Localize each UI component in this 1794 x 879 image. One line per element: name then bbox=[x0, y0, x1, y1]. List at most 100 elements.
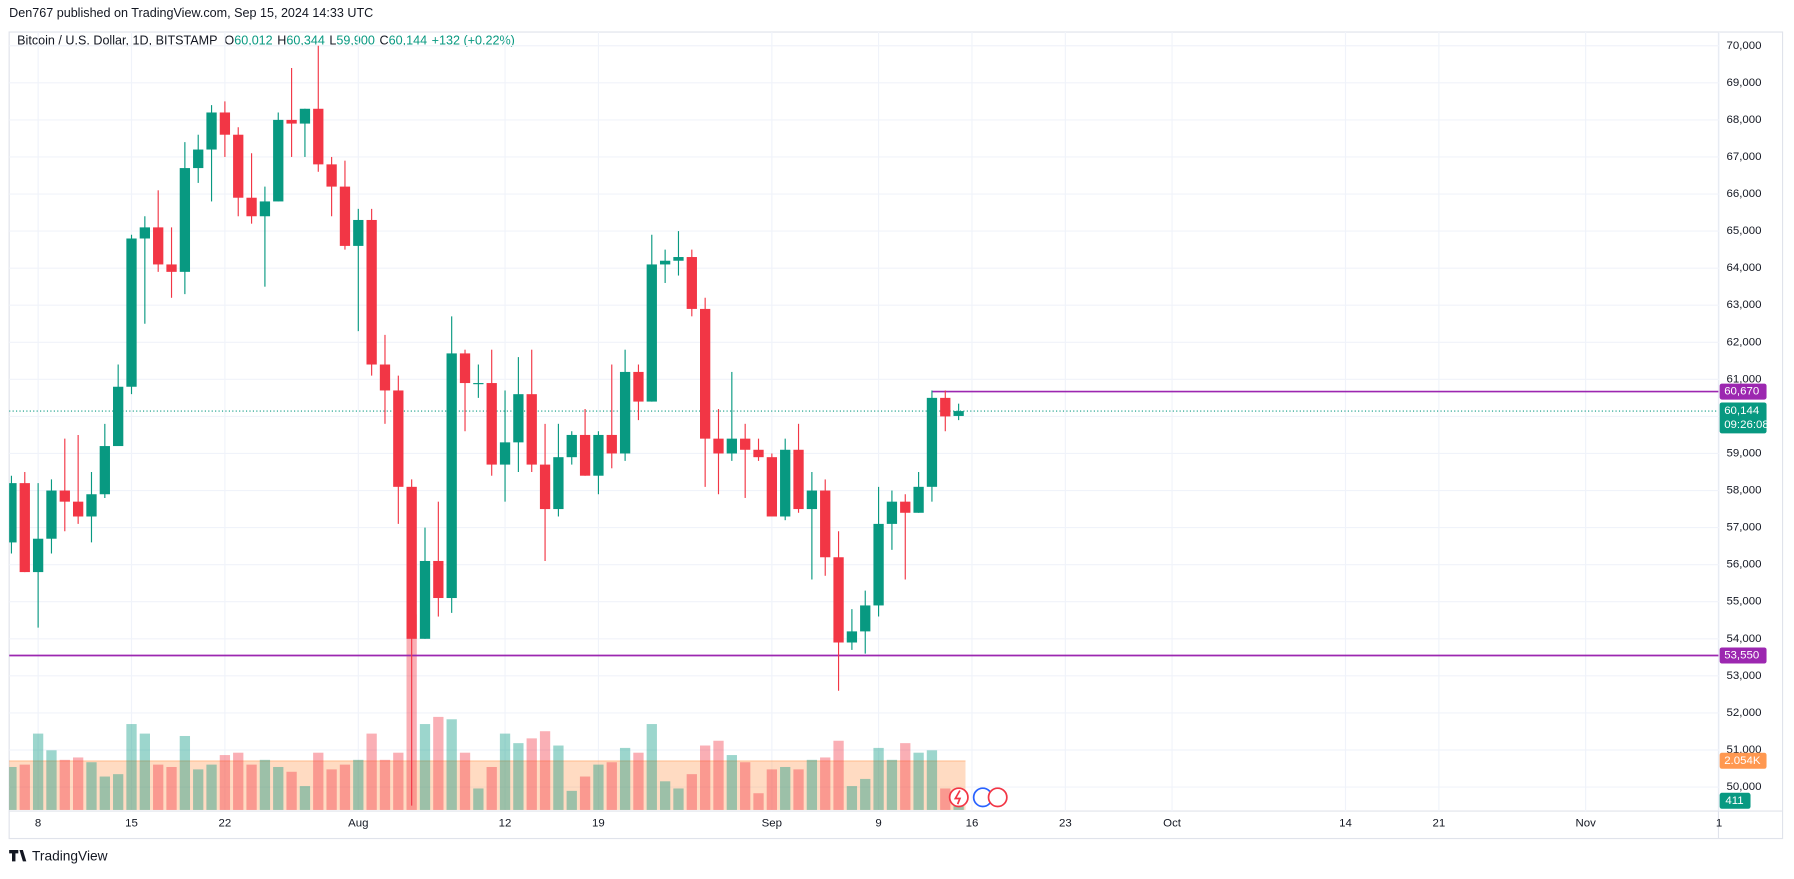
candle-body bbox=[513, 394, 524, 443]
volume-bar bbox=[820, 757, 831, 810]
candle-body bbox=[246, 197, 257, 217]
volume-bar bbox=[726, 755, 737, 810]
candle-body bbox=[193, 149, 204, 169]
candle-body bbox=[913, 486, 924, 513]
volume-bar bbox=[486, 766, 497, 810]
x-tick-label: 15 bbox=[125, 818, 138, 830]
volume-bar bbox=[619, 747, 631, 810]
candle-body bbox=[113, 386, 124, 447]
candle-body bbox=[379, 364, 391, 391]
y-tick-label: 53,000 bbox=[1726, 670, 1761, 682]
volume-bar bbox=[740, 762, 751, 810]
candle-body bbox=[9, 483, 17, 543]
volume-bar bbox=[179, 735, 191, 810]
x-tick-label: 22 bbox=[219, 818, 232, 830]
volume-bar bbox=[233, 752, 244, 810]
level-label-bg bbox=[1719, 647, 1767, 664]
volume-bar bbox=[886, 759, 898, 810]
volume-bar bbox=[713, 740, 724, 810]
legend-key: L bbox=[329, 34, 336, 48]
candle-body bbox=[619, 371, 631, 454]
volume-bar bbox=[579, 776, 591, 810]
x-tick-label: 14 bbox=[1339, 818, 1352, 830]
volume-bar bbox=[259, 759, 271, 810]
volume-bar bbox=[526, 738, 537, 810]
volume-bar bbox=[806, 759, 818, 810]
candle-body bbox=[753, 449, 764, 458]
candle-body bbox=[19, 483, 30, 573]
y-tick-label: 57,000 bbox=[1726, 522, 1761, 534]
candle-body bbox=[219, 112, 231, 135]
y-tick-label: 59,000 bbox=[1726, 447, 1761, 459]
volume-bar bbox=[499, 733, 511, 810]
candle-body bbox=[740, 438, 751, 450]
level-label: 60,670 bbox=[1724, 386, 1759, 398]
candle-body bbox=[233, 134, 244, 198]
candle-body bbox=[593, 434, 604, 476]
x-tick-label: Oct bbox=[1163, 818, 1182, 830]
candle-body bbox=[166, 264, 177, 272]
candles bbox=[9, 45, 1719, 806]
volume-bar bbox=[59, 759, 70, 810]
candle-body bbox=[339, 186, 351, 246]
volume-bar bbox=[193, 769, 204, 810]
candle-body bbox=[659, 260, 671, 265]
volume-bar bbox=[513, 743, 524, 810]
candle-body bbox=[86, 494, 97, 517]
candle-body bbox=[700, 308, 711, 439]
volume-bar bbox=[72, 757, 84, 810]
candle-body bbox=[326, 164, 337, 187]
candle-body bbox=[273, 119, 284, 202]
x-tick-label: Aug bbox=[348, 818, 368, 830]
volume-ma-label-bg bbox=[1719, 752, 1767, 769]
volume-bar bbox=[566, 790, 577, 810]
volume-bar bbox=[659, 781, 671, 810]
volume-bar bbox=[313, 752, 324, 810]
candle-body bbox=[313, 108, 324, 165]
volume-bar bbox=[473, 788, 484, 810]
volume-bar bbox=[206, 764, 217, 810]
y-tick-label: 69,000 bbox=[1726, 77, 1761, 89]
candle-body bbox=[566, 434, 577, 458]
volume-bar bbox=[673, 788, 684, 810]
volume-bar bbox=[913, 752, 924, 810]
ohlc-legend: O 60,012 H 60,344 L 59,900 C 60,144 +132 (+0.22%… bbox=[224, 34, 514, 48]
candle-body bbox=[32, 538, 44, 573]
volume-bar bbox=[46, 750, 57, 810]
volume-bar bbox=[539, 731, 551, 810]
volume-bar bbox=[846, 786, 858, 810]
candle-body bbox=[886, 501, 898, 524]
candle-body bbox=[406, 486, 417, 639]
volume-bar bbox=[366, 733, 377, 810]
volume-bar bbox=[686, 774, 697, 810]
x-tick-label: 16 bbox=[966, 818, 979, 830]
axes: 50,000 51,000 52,000 53,000 54,000 55,000 56,0… bbox=[35, 40, 1769, 830]
candle-body bbox=[446, 353, 457, 599]
volume-bar bbox=[19, 764, 30, 810]
volume-bar bbox=[86, 762, 97, 810]
event-icon bbox=[948, 787, 969, 808]
candle-body bbox=[713, 438, 724, 454]
legend-value: 60,012 bbox=[234, 34, 272, 48]
candle-body bbox=[286, 119, 297, 124]
volume-bar bbox=[339, 764, 351, 810]
candle-body bbox=[299, 108, 311, 124]
y-tick-label: 66,000 bbox=[1726, 188, 1761, 200]
brand-logo bbox=[9, 849, 27, 862]
candle-body bbox=[953, 411, 964, 416]
candle-body bbox=[126, 238, 137, 387]
candle-body bbox=[46, 490, 57, 539]
publisher: Den767 published on TradingView.com, Sep… bbox=[9, 6, 373, 20]
candle-body bbox=[806, 490, 818, 510]
candle-body bbox=[206, 112, 217, 150]
x-tick-label: 12 bbox=[499, 818, 512, 830]
volume-bar bbox=[860, 778, 871, 810]
volume-bar bbox=[833, 740, 844, 810]
level-label-bg bbox=[1719, 383, 1767, 400]
candle-body bbox=[179, 168, 191, 272]
candle-body bbox=[72, 501, 84, 517]
y-tick-label: 67,000 bbox=[1726, 151, 1761, 163]
volume-bar bbox=[753, 793, 764, 810]
volume-bar bbox=[326, 769, 337, 810]
volume-bar bbox=[646, 724, 657, 810]
